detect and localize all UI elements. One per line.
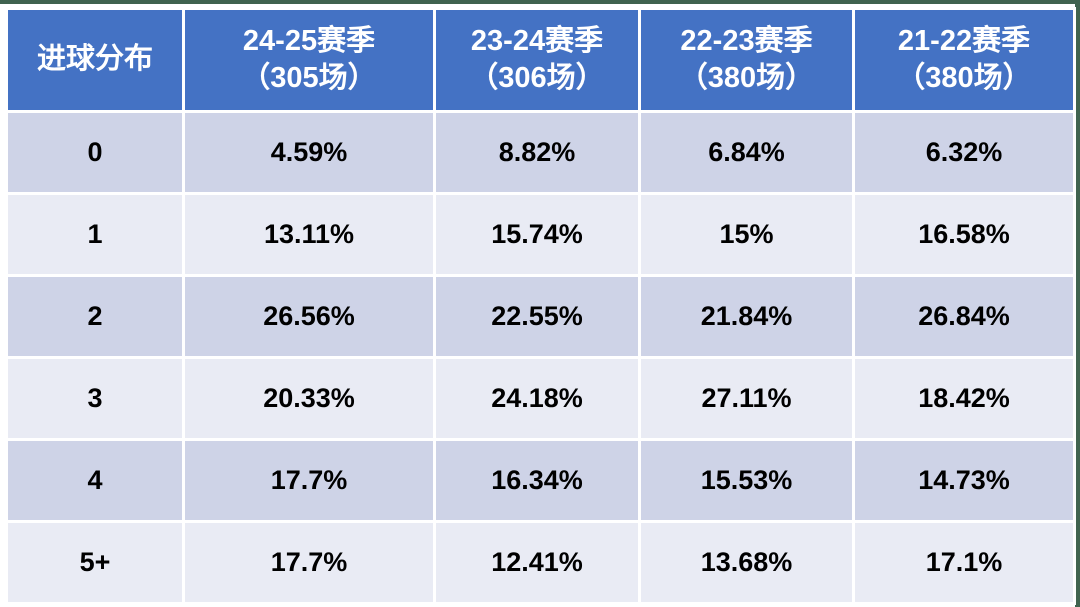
table-row-goals-5plus: 5+ 17.7% 12.41% 13.68% 17.1%	[5, 520, 1076, 605]
header-season-24-25: 24-25赛季 （305场）	[182, 7, 436, 113]
cell-value: 21.84%	[638, 274, 855, 359]
cell-value: 15.74%	[433, 192, 641, 277]
row-label: 2	[5, 274, 185, 359]
cell-value: 6.32%	[852, 110, 1076, 195]
header-season-23-24: 23-24赛季 （306场）	[433, 7, 641, 113]
table-row-goals-1: 1 13.11% 15.74% 15% 16.58%	[5, 192, 1076, 277]
table-row-goals-0: 0 4.59% 8.82% 6.84% 6.32%	[5, 110, 1076, 195]
table-row-goals-4: 4 17.7% 16.34% 15.53% 14.73%	[5, 438, 1076, 523]
season-games-count: （380场）	[896, 62, 1032, 94]
row-label: 5+	[5, 520, 185, 605]
header-season-22-23: 22-23赛季 （380场）	[638, 7, 855, 113]
right-edge-strip	[1075, 0, 1080, 607]
season-games-count: （306场）	[469, 62, 605, 94]
header-goal-distribution: 进球分布	[5, 7, 185, 113]
cell-value: 20.33%	[182, 356, 436, 441]
cell-value: 27.11%	[638, 356, 855, 441]
row-label: 3	[5, 356, 185, 441]
cell-value: 12.41%	[433, 520, 641, 605]
season-label: 22-23赛季	[680, 24, 813, 57]
season-games-count: （305场）	[241, 62, 377, 94]
row-label: 1	[5, 192, 185, 277]
cell-value: 17.7%	[182, 520, 436, 605]
cell-value: 22.55%	[433, 274, 641, 359]
cell-value: 6.84%	[638, 110, 855, 195]
cell-value: 14.73%	[852, 438, 1076, 523]
cell-value: 15%	[638, 192, 855, 277]
season-label: 21-22赛季	[897, 24, 1031, 57]
table-row-goals-2: 2 26.56% 22.55% 21.84% 26.84%	[5, 274, 1076, 359]
cell-value: 24.18%	[433, 356, 641, 441]
header-season-21-22: 21-22赛季 （380场）	[852, 7, 1076, 113]
goal-distribution-table: 进球分布 24-25赛季 （305场） 23-24赛季 （306场） 22-23…	[5, 7, 1076, 605]
table-row-goals-3: 3 20.33% 24.18% 27.11% 18.42%	[5, 356, 1076, 441]
cell-value: 8.82%	[433, 110, 641, 195]
season-games-count: （380场）	[678, 62, 815, 94]
table-header-row: 进球分布 24-25赛季 （305场） 23-24赛季 （306场） 22-23…	[5, 7, 1076, 113]
cell-value: 16.58%	[852, 192, 1076, 277]
season-label: 23-24赛季	[470, 24, 604, 57]
cell-value: 26.84%	[852, 274, 1076, 359]
cell-value: 17.1%	[852, 520, 1076, 605]
season-label: 24-25赛季	[242, 24, 376, 57]
row-label: 0	[5, 110, 185, 195]
cell-value: 4.59%	[182, 110, 436, 195]
row-label: 4	[5, 438, 185, 523]
cell-value: 17.7%	[182, 438, 436, 523]
top-edge-strip	[0, 0, 1080, 4]
cell-value: 26.56%	[182, 274, 436, 359]
cell-value: 13.11%	[182, 192, 436, 277]
cell-value: 13.68%	[638, 520, 855, 605]
cell-value: 16.34%	[433, 438, 641, 523]
cell-value: 15.53%	[638, 438, 855, 523]
cell-value: 18.42%	[852, 356, 1076, 441]
